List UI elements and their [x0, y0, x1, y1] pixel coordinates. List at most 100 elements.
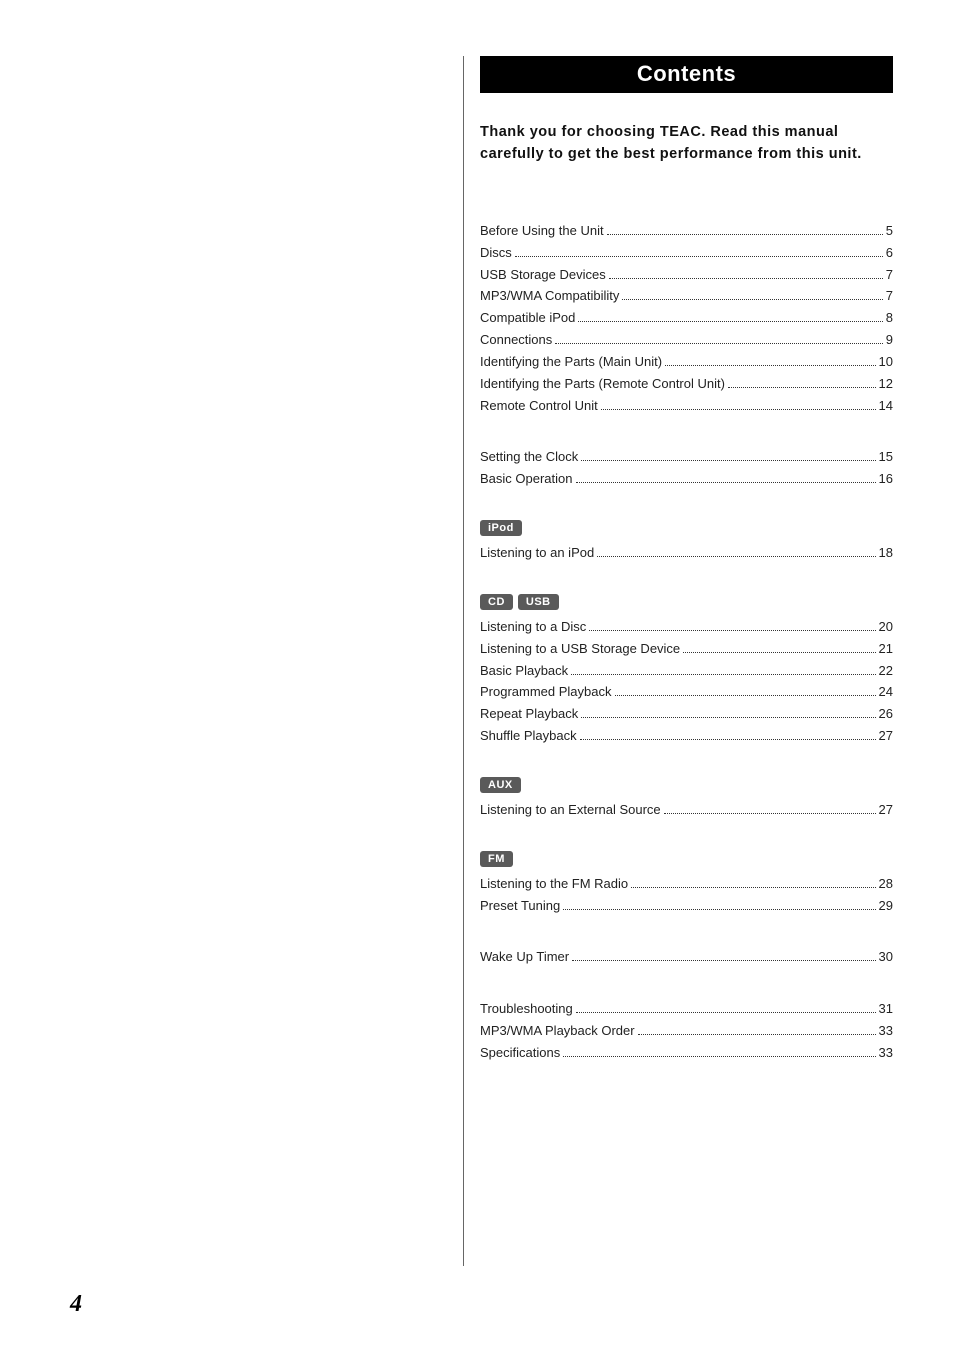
toc-line: Setting the Clock15 — [480, 446, 893, 468]
toc-page: 31 — [879, 998, 893, 1020]
toc-line: Wake Up Timer 30 — [480, 946, 893, 968]
tag-row-aux: AUX — [480, 777, 893, 793]
toc-page: 7 — [886, 285, 893, 307]
toc-dots — [571, 664, 875, 674]
toc-dots — [581, 451, 875, 461]
toc-page: 7 — [886, 264, 893, 286]
toc-page: 33 — [879, 1042, 893, 1064]
tag-row-fm: FM — [480, 851, 893, 867]
toc-line: Discs 6 — [480, 242, 893, 264]
toc-page: 20 — [879, 616, 893, 638]
toc-label: Listening to the FM Radio — [480, 873, 628, 895]
toc-dots — [609, 268, 883, 278]
toc-label: Identifying the Parts (Main Unit) — [480, 351, 662, 373]
toc-dots — [683, 642, 875, 652]
toc-line: Preset Tuning29 — [480, 895, 893, 917]
toc-section-timer: Wake Up Timer 30 — [480, 946, 893, 968]
toc-line: Before Using the Unit5 — [480, 220, 893, 242]
toc-line: Identifying the Parts (Main Unit) 10 — [480, 351, 893, 373]
toc-line: Listening to an iPod18 — [480, 542, 893, 564]
toc-line: Specifications 33 — [480, 1042, 893, 1064]
tag-row-ipod: iPod — [480, 520, 893, 536]
toc-section-ipod: iPod Listening to an iPod18 — [480, 520, 893, 564]
toc-label: Before Using the Unit — [480, 220, 604, 242]
toc-dots — [664, 803, 876, 813]
toc-line: Compatible iPod8 — [480, 307, 893, 329]
toc-label: Listening to an External Source — [480, 799, 661, 821]
toc-page: 21 — [879, 638, 893, 660]
toc-page: 10 — [879, 351, 893, 373]
toc-label: Troubleshooting — [480, 998, 573, 1020]
tag-fm: FM — [480, 851, 513, 867]
toc-dots — [515, 246, 883, 256]
toc-label: USB Storage Devices — [480, 264, 606, 286]
toc-dots — [563, 1046, 875, 1056]
toc-label: Wake Up Timer — [480, 946, 569, 968]
toc-line: Listening to an External Source 27 — [480, 799, 893, 821]
toc-line: Shuffle Playback27 — [480, 725, 893, 747]
toc-page: 12 — [879, 373, 893, 395]
toc-label: Programmed Playback — [480, 681, 612, 703]
toc-dots — [665, 356, 875, 366]
toc-line: Listening to the FM Radio28 — [480, 873, 893, 895]
toc-line: Programmed Playback 24 — [480, 681, 893, 703]
toc-page: 24 — [879, 681, 893, 703]
toc-section-cd-usb: CD USB Listening to a Disc20Listening to… — [480, 594, 893, 747]
toc-label: Connections — [480, 329, 552, 351]
toc-label: Compatible iPod — [480, 307, 575, 329]
toc-page: 27 — [879, 799, 893, 821]
toc-line: Connections 9 — [480, 329, 893, 351]
intro-text: Thank you for choosing TEAC. Read this m… — [480, 121, 893, 166]
toc-page: 6 — [886, 242, 893, 264]
toc-dots — [728, 377, 876, 387]
toc-label: Shuffle Playback — [480, 725, 577, 747]
toc-label: Specifications — [480, 1042, 560, 1064]
tag-ipod: iPod — [480, 520, 522, 536]
toc-dots — [576, 1003, 876, 1013]
toc-page: 14 — [879, 395, 893, 417]
toc-line: Listening to a USB Storage Device 21 — [480, 638, 893, 660]
toc-line: Identifying the Parts (Remote Control Un… — [480, 373, 893, 395]
toc-label: MP3/WMA Compatibility — [480, 285, 619, 307]
page: Contents Thank you for choosing TEAC. Re… — [0, 0, 954, 1356]
toc-dots — [563, 899, 875, 909]
toc-line: Basic Playback 22 — [480, 660, 893, 682]
toc-page: 22 — [879, 660, 893, 682]
toc-section-appendix: Troubleshooting 31 MP3/WMA Playback Order 3… — [480, 998, 893, 1063]
toc: Before Using the Unit5Discs6USB Storage … — [480, 220, 893, 1064]
toc-line: Remote Control Unit 14 — [480, 395, 893, 417]
toc-dots — [578, 312, 882, 322]
page-title: Contents — [480, 56, 893, 93]
toc-label: Remote Control Unit — [480, 395, 598, 417]
toc-page: 9 — [886, 329, 893, 351]
toc-label: Discs — [480, 242, 512, 264]
toc-section-setup: Setting the Clock15Basic Operation16 — [480, 446, 893, 490]
toc-page: 26 — [879, 703, 893, 725]
column-divider — [463, 56, 464, 1266]
toc-label: Preset Tuning — [480, 895, 560, 917]
toc-dots — [615, 686, 876, 696]
toc-line: USB Storage Devices 7 — [480, 264, 893, 286]
toc-page: 33 — [879, 1020, 893, 1042]
toc-page: 16 — [879, 468, 893, 490]
toc-label: MP3/WMA Playback Order — [480, 1020, 635, 1042]
toc-section-general: Before Using the Unit5Discs6USB Storage … — [480, 220, 893, 416]
toc-dots — [638, 1025, 876, 1035]
toc-label: Basic Playback — [480, 660, 568, 682]
tag-usb: USB — [518, 594, 559, 610]
content-column: Contents Thank you for choosing TEAC. Re… — [480, 56, 893, 1064]
toc-line: Listening to a Disc20 — [480, 616, 893, 638]
toc-dots — [607, 225, 883, 235]
toc-page: 18 — [879, 542, 893, 564]
toc-dots — [597, 547, 875, 557]
toc-dots — [601, 399, 876, 409]
toc-page: 30 — [879, 946, 893, 968]
toc-section-fm: FM Listening to the FM Radio28Preset Tun… — [480, 851, 893, 917]
toc-label: Listening to a USB Storage Device — [480, 638, 680, 660]
toc-section-aux: AUX Listening to an External Source 27 — [480, 777, 893, 821]
toc-line: MP3/WMA Compatibility 7 — [480, 285, 893, 307]
toc-dots — [622, 290, 882, 300]
toc-label: Identifying the Parts (Remote Control Un… — [480, 373, 725, 395]
toc-dots — [576, 473, 876, 483]
toc-line: MP3/WMA Playback Order 33 — [480, 1020, 893, 1042]
